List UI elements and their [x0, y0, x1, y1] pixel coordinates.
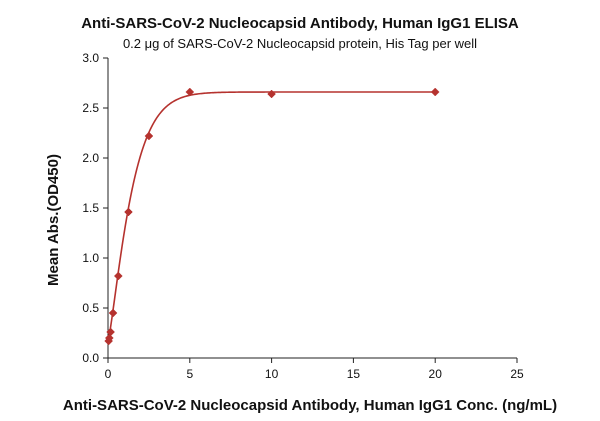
y-tick-label: 1.0: [82, 251, 99, 265]
y-axis-label: Mean Abs.(OD450): [45, 154, 62, 286]
y-tick-label: 2.5: [82, 101, 99, 115]
data-point: [104, 333, 114, 343]
data-point: [113, 271, 123, 281]
data-point: [106, 327, 115, 337]
data-point: [144, 131, 154, 141]
data-points: [104, 87, 440, 346]
x-tick-label: 20: [429, 367, 443, 381]
x-axis-label: Anti-SARS-CoV-2 Nucleocapsid Antibody, H…: [63, 397, 557, 414]
x-tick-label: 5: [186, 367, 193, 381]
data-point: [185, 87, 195, 97]
data-point: [108, 308, 118, 318]
data-point: [267, 89, 276, 99]
y-tick-label: 2.0: [82, 151, 99, 165]
y-tick-label: 0.0: [82, 351, 99, 365]
data-point: [430, 87, 440, 97]
y-tick-label: 1.5: [82, 201, 99, 215]
x-tick-label: 0: [105, 367, 112, 381]
axes: [107, 58, 517, 359]
fit-curve-group: [107, 91, 436, 342]
y-tick-label: 0.5: [82, 301, 99, 315]
x-tick-label: 25: [510, 367, 524, 381]
x-tick-label: 15: [347, 367, 361, 381]
data-point: [124, 207, 133, 217]
chart-subtitle: 0.2 μg of SARS-CoV-2 Nucleocapsid protei…: [123, 36, 477, 51]
chart-title: Anti-SARS-CoV-2 Nucleocapsid Antibody, H…: [81, 15, 519, 32]
y-tick-label: 3.0: [82, 51, 99, 65]
fit-curve: [107, 91, 436, 342]
x-tick-label: 10: [265, 367, 279, 381]
tick-group: 0.0 0.5 1.0 1.5 2.0 2.5 3.0 0 5 10 15 20 25: [82, 51, 524, 381]
